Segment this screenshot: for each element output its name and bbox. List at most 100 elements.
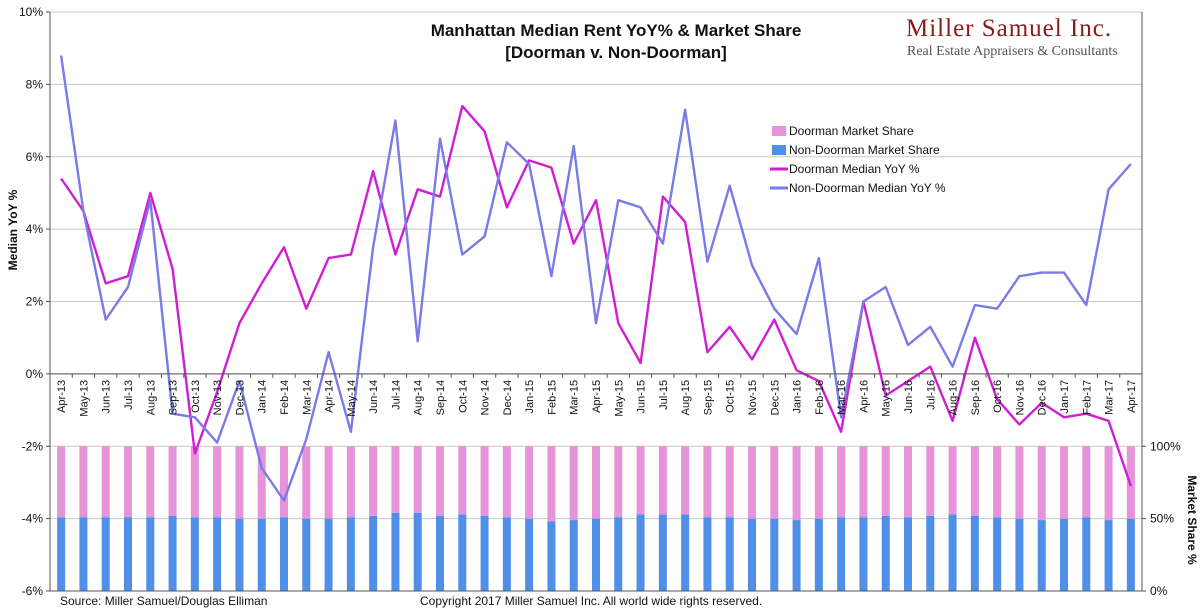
x-tick-label: May-13 xyxy=(78,380,90,417)
y-tick-label: 2% xyxy=(26,295,44,309)
legend-label: Doorman Median YoY % xyxy=(789,162,920,176)
x-tick-label: Jun-13 xyxy=(101,380,113,414)
bar-non-doorman-share xyxy=(681,514,690,591)
bar-doorman-share xyxy=(792,446,801,521)
x-tick-label: Jan-17 xyxy=(1059,380,1071,414)
bar-doorman-share xyxy=(547,446,556,522)
bar-non-doorman-share xyxy=(881,515,890,591)
x-tick-label: Oct-13 xyxy=(190,380,202,413)
bar-doorman-share xyxy=(458,446,467,515)
bar-non-doorman-share xyxy=(837,517,846,591)
bar-doorman-share xyxy=(79,446,88,518)
x-tick-label: Apr-13 xyxy=(56,380,68,413)
y-axis-right-title: Market Share % xyxy=(1185,475,1199,565)
legend-label: Non-Doorman Median YoY % xyxy=(789,181,946,195)
bar-non-doorman-share xyxy=(948,514,957,591)
bar-doorman-share xyxy=(435,446,445,516)
x-tick-label: Jun-16 xyxy=(903,380,915,414)
x-tick-label: Jul-14 xyxy=(390,380,402,410)
bar-doorman-share xyxy=(1082,446,1091,518)
x-tick-label: Feb-14 xyxy=(279,380,291,415)
y-tick-label: 6% xyxy=(26,150,44,164)
bar-doorman-share xyxy=(235,446,244,519)
bar-doorman-share xyxy=(525,446,534,519)
x-tick-label: Jun-15 xyxy=(636,380,648,414)
x-tick-label: Feb-16 xyxy=(814,380,826,415)
bar-non-doorman-share xyxy=(1037,520,1046,591)
bar-doorman-share xyxy=(569,446,578,521)
x-tick-label: Dec-13 xyxy=(234,380,246,415)
bar-doorman-share xyxy=(502,446,511,518)
bar-doorman-share xyxy=(747,446,757,519)
bar-non-doorman-share xyxy=(480,515,489,591)
lines xyxy=(59,55,1133,502)
x-tick-label: Jan-14 xyxy=(257,380,269,414)
legend-swatch xyxy=(772,126,786,136)
bar-non-doorman-share xyxy=(146,517,155,591)
bar-doorman-share xyxy=(1037,446,1046,521)
x-tick-label: Nov-13 xyxy=(212,380,224,415)
bar-non-doorman-share xyxy=(636,514,645,591)
bar-non-doorman-share xyxy=(814,518,823,591)
y-right-tick-label: 0% xyxy=(1150,584,1168,598)
x-tick-label: Mar-16 xyxy=(836,380,848,415)
bar-non-doorman-share xyxy=(703,517,712,591)
bar-non-doorman-share xyxy=(525,518,534,591)
bar-non-doorman-share xyxy=(747,518,757,591)
bar-non-doorman-share xyxy=(213,517,222,591)
bar-doorman-share xyxy=(302,446,311,519)
x-tick-label: Jul-16 xyxy=(925,380,937,410)
bar-doorman-share xyxy=(257,446,266,519)
bar-non-doorman-share xyxy=(614,517,623,591)
bar-doorman-share xyxy=(859,446,868,518)
bar-non-doorman-share xyxy=(725,517,734,591)
bar-non-doorman-share xyxy=(123,517,133,591)
x-tick-label: Nov-15 xyxy=(747,380,759,415)
x-tick-label: Oct-14 xyxy=(457,380,469,413)
x-tick-label: Aug-13 xyxy=(145,380,157,415)
bar-doorman-share xyxy=(413,446,422,513)
line-non-doorman-yoy xyxy=(59,55,1132,502)
bar-doorman-share xyxy=(703,446,712,518)
x-tick-label: Aug-16 xyxy=(948,380,960,415)
x-tick-label: Nov-14 xyxy=(480,380,492,415)
x-tick-label: Mar-15 xyxy=(569,380,581,415)
bar-doorman-share xyxy=(1015,446,1024,519)
y-tick-label: 0% xyxy=(26,367,44,381)
bar-non-doorman-share xyxy=(57,517,66,591)
bar-non-doorman-share xyxy=(547,521,556,591)
logo: Miller Samuel Inc. Real Estate Appraiser… xyxy=(906,15,1118,59)
bar-doorman-share xyxy=(903,446,913,518)
bar-non-doorman-share xyxy=(369,515,378,591)
bar-non-doorman-share xyxy=(993,517,1002,591)
bar-non-doorman-share xyxy=(1082,517,1091,591)
bar-non-doorman-share xyxy=(413,512,422,591)
bar-doorman-share xyxy=(213,446,222,518)
bar-doorman-share xyxy=(391,446,400,513)
bar-non-doorman-share xyxy=(502,517,511,591)
bar-non-doorman-share xyxy=(1059,518,1069,591)
bar-non-doorman-share xyxy=(770,518,779,591)
bar-non-doorman-share xyxy=(859,517,868,591)
chart-title: Manhattan Median Rent YoY% & Market Shar… xyxy=(431,21,802,40)
bar-doorman-share xyxy=(123,446,133,518)
bar-doorman-share xyxy=(926,446,935,516)
bar-non-doorman-share xyxy=(324,518,333,591)
legend-swatch xyxy=(772,145,786,155)
tick-labels: 10% 8% 6% 4% 2% 0% -2% -4% -6% 100% 50% 0% Apr-13 May… xyxy=(19,5,1181,598)
bar-non-doorman-share xyxy=(435,515,445,591)
bar-non-doorman-share xyxy=(792,520,801,591)
bar-non-doorman-share xyxy=(257,518,266,591)
bar-non-doorman-share xyxy=(101,517,110,591)
bars xyxy=(57,446,1135,591)
x-tick-label: Sep-13 xyxy=(168,380,180,415)
bar-doorman-share xyxy=(881,446,890,516)
bar-non-doorman-share xyxy=(1015,518,1024,591)
y-tick-label: 10% xyxy=(19,5,43,19)
bar-doorman-share xyxy=(837,446,846,518)
x-tick-label: May-14 xyxy=(346,380,358,417)
bar-non-doorman-share xyxy=(591,518,601,591)
bar-doorman-share xyxy=(993,446,1002,518)
